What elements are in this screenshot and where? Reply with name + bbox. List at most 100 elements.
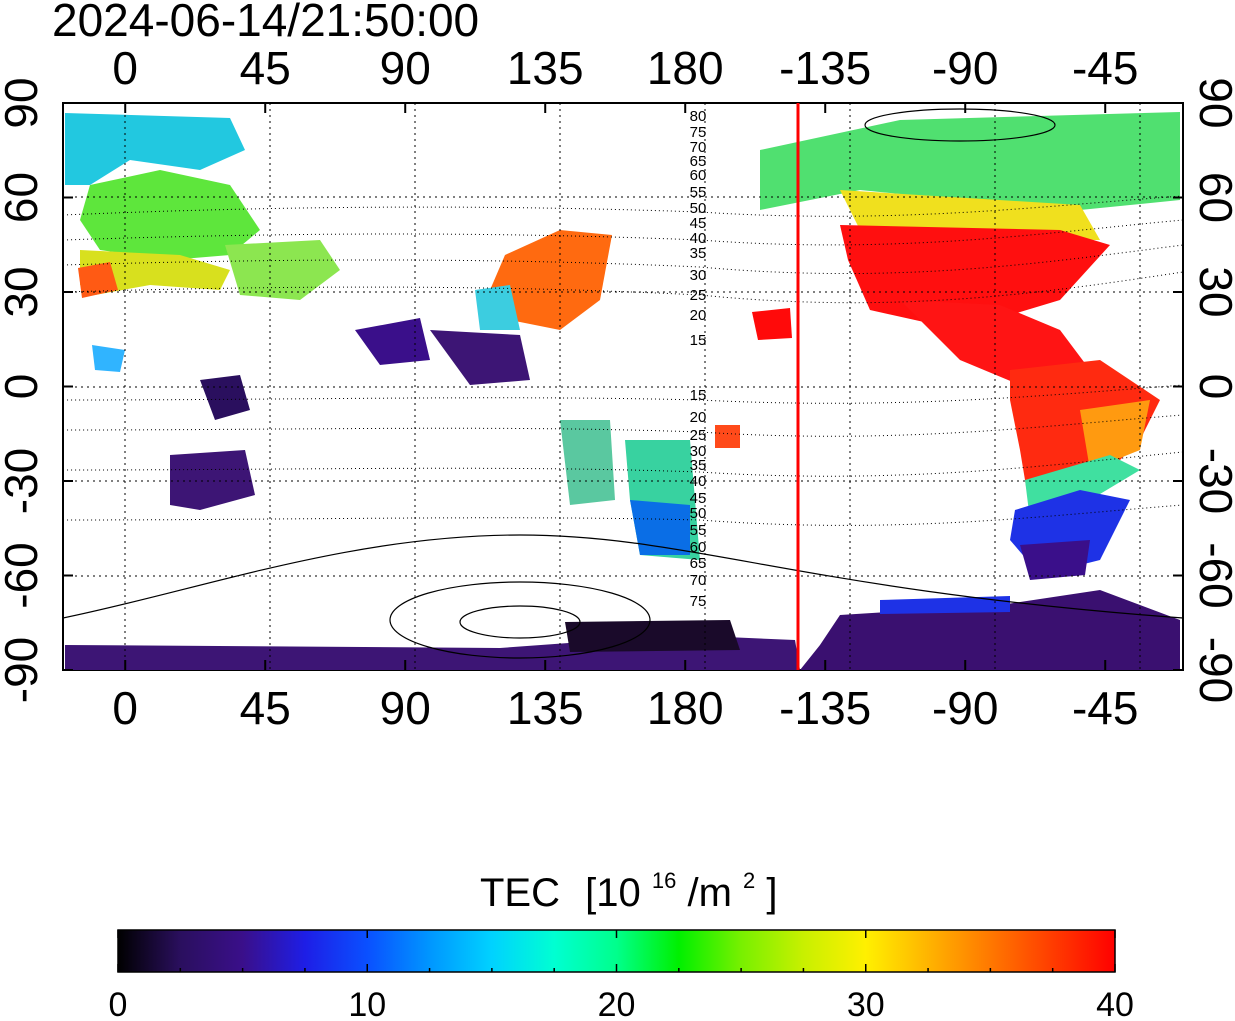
contour-label: 20: [690, 307, 707, 324]
bottom-lon-label: -135: [779, 682, 871, 734]
left-lat-label: 30: [0, 266, 47, 317]
top-lon-label: 45: [240, 42, 291, 94]
tec-patch-europe-south: [80, 250, 230, 295]
bottom-lon-label: 135: [507, 682, 584, 734]
contour-label: 70: [690, 139, 707, 156]
colorbar-title-label: TEC: [480, 871, 560, 915]
tec-patch-china-coast: [475, 285, 520, 330]
tec-patch-japan: [490, 230, 612, 330]
contour-label: 50: [690, 200, 707, 217]
tec-patch-brazil-coast: [1080, 400, 1150, 470]
right-lat-label: -60: [1190, 542, 1235, 608]
top-lon-label: 90: [380, 42, 431, 94]
contour-label: 35: [690, 457, 707, 474]
top-lon-label: 180: [647, 42, 724, 94]
tec-patch-australia-east: [560, 420, 615, 505]
contour-label: 65: [690, 555, 707, 572]
bottom-lon-label: 0: [112, 682, 138, 734]
colorbar-title: TEC [10 16 /m 2 ]: [480, 853, 778, 915]
bottom-lon-label: 45: [240, 682, 291, 734]
contour-label: 50: [690, 505, 707, 522]
contour-label: 45: [690, 490, 707, 507]
contour-label: 55: [690, 184, 707, 201]
right-lat-label: 90: [1190, 77, 1235, 128]
map-panel: 8075706560555045403530252015152025303540…: [62, 102, 1184, 671]
top-lon-label: 0: [112, 42, 138, 94]
colorbar-tick-label: 30: [847, 986, 885, 1021]
contour-label: 75: [690, 593, 707, 610]
top-lon-label: 135: [507, 42, 584, 94]
colorbar-tick-label: 40: [1096, 986, 1134, 1021]
contour-lines: [63, 195, 1183, 526]
top-lon-label: -90: [932, 42, 998, 94]
bottom-lon-label: 180: [647, 682, 724, 734]
colorbar-tick-label: 10: [348, 986, 386, 1021]
tec-patch-nz-south: [630, 500, 690, 555]
contour-label: 30: [690, 267, 707, 284]
contour-label: 25: [690, 287, 707, 304]
colorbar-unit-exp2: 2: [743, 868, 755, 893]
top-lon-label: -135: [779, 42, 871, 94]
tec-patch-arctic-europe: [65, 113, 245, 185]
left-lat-label: 0: [0, 374, 47, 400]
tec-patch-east-africa: [200, 375, 250, 420]
contour-label: 55: [690, 522, 707, 539]
tec-patch-europe-green: [80, 170, 260, 260]
contour-label: 80: [690, 108, 707, 125]
colorbar-unit-exp1: 16: [652, 868, 676, 893]
right-lat-label: 0: [1190, 374, 1235, 400]
left-lat-label: 60: [0, 172, 47, 223]
bottom-lon-labels: 0 45 90 135 180 -135 -90 -45: [112, 682, 1138, 734]
contour-label: 25: [690, 427, 707, 444]
contour-label: 20: [690, 409, 707, 426]
right-lat-label: 30: [1190, 266, 1235, 317]
contour-label: 30: [690, 443, 707, 460]
colorbar-unit-base: [10: [585, 871, 641, 915]
contour-label: 60: [690, 539, 707, 556]
bottom-lon-label: -90: [932, 682, 998, 734]
tec-patch-central-america: [900, 300, 1090, 385]
contour-label: 35: [690, 245, 707, 262]
colorbar-unit-mid: /m: [687, 871, 731, 915]
left-lat-label: -60: [0, 542, 47, 608]
tec-patch-se-asia: [430, 330, 530, 385]
bottom-lon-label: 90: [380, 682, 431, 734]
bottom-lon-label: -45: [1072, 682, 1138, 734]
tec-patch-south-africa: [170, 450, 255, 510]
tec-patch-weddell: [880, 596, 1010, 614]
contour-label: 70: [690, 572, 707, 589]
colorbar-tick-labels: 0 10 20 30 40: [109, 986, 1134, 1021]
contour-label: 65: [690, 153, 707, 170]
right-lat-label: 60: [1190, 172, 1235, 223]
right-lat-labels: 90 60 30 0 -30 -60 -90: [1190, 77, 1235, 703]
contour-label: 15: [690, 387, 707, 404]
right-lat-label: -90: [1190, 637, 1235, 703]
contour-polar-south: [63, 108, 1183, 659]
left-lat-label: -30: [0, 448, 47, 514]
contour-label: 40: [690, 230, 707, 247]
colorbar: TEC [10 16 /m 2 ] 0 10 20 30 40: [109, 853, 1134, 1021]
tec-patch-india-sea: [355, 318, 430, 365]
right-lat-label: -30: [1190, 448, 1235, 514]
top-lon-labels: 0 45 90 135 180 -135 -90 -45: [112, 42, 1138, 94]
left-lat-labels: 90 60 30 0 -30 -60 -90: [0, 77, 47, 703]
tec-patch-patagonia-south: [1020, 540, 1090, 580]
contour-label: 15: [690, 332, 707, 349]
tec-patch-hawaii: [752, 308, 792, 340]
tec-patch-pacific-spot: [715, 425, 740, 448]
tec-patch-africa-west: [92, 345, 125, 372]
tec-patch-mideast: [225, 240, 340, 300]
contour-label: 60: [690, 167, 707, 184]
colorbar-ticks: [117, 930, 1116, 972]
colorbar-tick-label: 0: [109, 986, 128, 1021]
timestamp-title: 2024-06-14/21:50:00: [52, 0, 479, 46]
left-lat-label: 90: [0, 77, 47, 128]
left-lat-label: -90: [0, 637, 47, 703]
top-lon-label: -45: [1072, 42, 1138, 94]
contour-label: 45: [690, 215, 707, 232]
colorbar-tick-label: 20: [598, 986, 636, 1021]
tec-patch-arctic-america: [760, 112, 1180, 210]
contour-labels: 8075706560555045403530252015152025303540…: [690, 108, 707, 610]
colorbar-unit-end: ]: [766, 871, 777, 915]
